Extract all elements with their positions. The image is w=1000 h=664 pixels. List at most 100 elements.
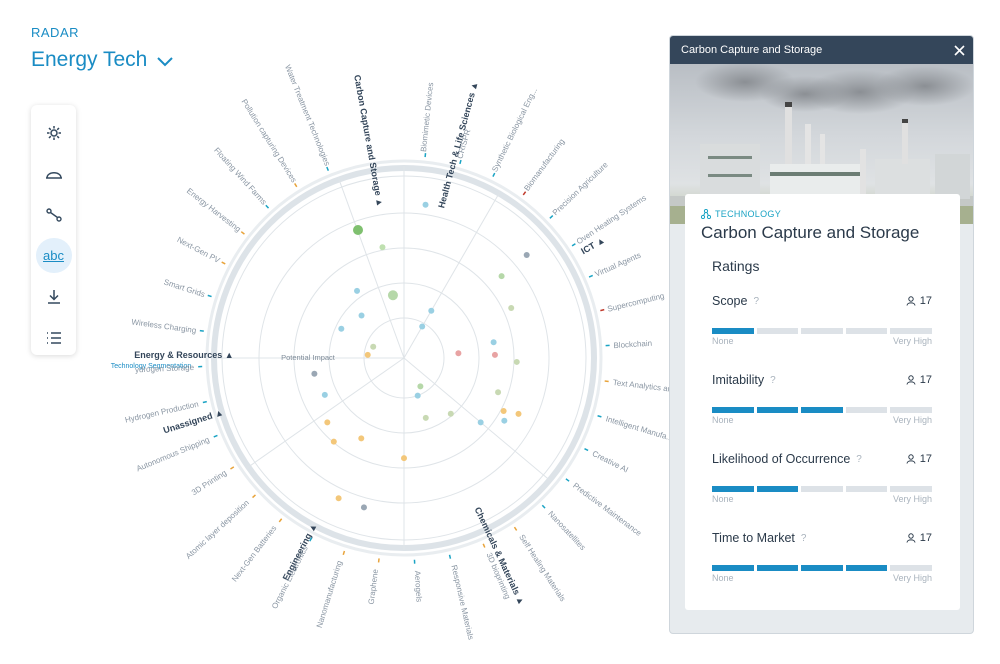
- technology-label[interactable]: Floating Wind Farms: [212, 146, 268, 207]
- selected-technology-dot[interactable]: [353, 225, 363, 235]
- rating-segment[interactable]: [890, 407, 932, 413]
- technology-label[interactable]: Smart Grids: [163, 278, 206, 300]
- rating-segment[interactable]: [845, 407, 888, 413]
- rating-segment[interactable]: [845, 486, 888, 492]
- technology-dot[interactable]: [370, 343, 377, 350]
- technology-label[interactable]: Nanosatellites: [546, 509, 587, 552]
- technology-dot[interactable]: [498, 273, 505, 280]
- technology-dot[interactable]: [330, 438, 337, 445]
- technology-dot[interactable]: [358, 312, 365, 319]
- technology-dot[interactable]: [387, 290, 398, 301]
- rating-segment[interactable]: [890, 565, 932, 571]
- technology-label[interactable]: Creative AI: [591, 449, 630, 475]
- technology-dot[interactable]: [311, 370, 318, 377]
- technology-dot[interactable]: [422, 201, 429, 208]
- technology-dot[interactable]: [335, 495, 342, 502]
- technology-dot[interactable]: [515, 410, 522, 417]
- technology-label[interactable]: Wireless Charging: [131, 317, 197, 335]
- rating-segment[interactable]: [756, 407, 799, 413]
- rating-segment[interactable]: [801, 486, 843, 492]
- technology-label[interactable]: Next-Gen PV: [176, 235, 222, 265]
- help-icon[interactable]: ?: [753, 295, 760, 307]
- rating-segment[interactable]: [801, 407, 843, 413]
- help-icon[interactable]: ?: [856, 453, 862, 465]
- technology-label[interactable]: Energy Harvesting: [185, 186, 243, 233]
- arc-view-button[interactable]: [36, 156, 72, 191]
- technology-label[interactable]: Precision Agriculture: [551, 160, 610, 217]
- settings-button[interactable]: [36, 115, 72, 150]
- technology-dot[interactable]: [321, 391, 328, 398]
- technology-dot[interactable]: [447, 410, 454, 417]
- technology-dot[interactable]: [417, 383, 424, 390]
- close-button[interactable]: [945, 36, 973, 64]
- technology-label[interactable]: Water Treatment Technologies: [283, 63, 332, 167]
- technology-label[interactable]: Biomanufacturing: [522, 137, 566, 193]
- technology-dot[interactable]: [379, 244, 386, 251]
- technology-dot[interactable]: [422, 414, 429, 421]
- rating-segment[interactable]: [845, 328, 888, 334]
- rating-segment[interactable]: [801, 328, 843, 334]
- rating-segment[interactable]: [712, 565, 754, 571]
- rating-segment[interactable]: [845, 565, 888, 571]
- technology-label[interactable]: Next-Gen Batteries: [230, 524, 278, 584]
- technology-dot[interactable]: [477, 419, 484, 426]
- rating-segment[interactable]: [890, 328, 932, 334]
- technology-label[interactable]: Blockchain: [613, 339, 652, 350]
- technology-label[interactable]: Graphene: [367, 568, 380, 605]
- technology-label[interactable]: Text Analytics and...: [612, 378, 669, 395]
- rating-bar[interactable]: [712, 328, 932, 334]
- technology-label[interactable]: Supercomputing: [606, 291, 665, 313]
- rating-bar[interactable]: [712, 407, 932, 413]
- technology-dot[interactable]: [490, 339, 497, 346]
- technology-label[interactable]: Autonomous Shipping: [135, 435, 211, 473]
- technology-dot[interactable]: [455, 350, 462, 357]
- technology-dot[interactable]: [338, 325, 345, 332]
- technology-dot[interactable]: [501, 417, 508, 424]
- technology-dot[interactable]: [401, 455, 407, 462]
- rating-segment[interactable]: [756, 328, 799, 334]
- technology-label[interactable]: Intelligent Manufa...: [605, 414, 669, 443]
- technology-label[interactable]: Synthetic Biological Eng...: [490, 86, 539, 173]
- rating-bar[interactable]: [712, 486, 932, 492]
- rating-segment[interactable]: [756, 486, 799, 492]
- technology-label[interactable]: Organic Electronics: [270, 545, 310, 611]
- rating-segment[interactable]: [756, 565, 799, 571]
- segment-label[interactable]: Carbon Capture and Storage ▲: [352, 74, 385, 208]
- labels-toggle-button[interactable]: abc: [35, 238, 72, 273]
- technology-label[interactable]: Predictive Maintenance: [571, 481, 643, 538]
- technology-dot[interactable]: [358, 435, 365, 442]
- rating-bar[interactable]: [712, 565, 932, 571]
- technology-label[interactable]: Virtual Agents: [594, 251, 643, 279]
- technology-dot[interactable]: [523, 252, 530, 259]
- technology-label[interactable]: Self Healing Materials: [517, 533, 567, 603]
- technology-dot[interactable]: [491, 351, 498, 358]
- technology-dot[interactable]: [324, 419, 331, 426]
- technology-label[interactable]: Aerogels: [413, 570, 424, 602]
- rating-segment[interactable]: [712, 486, 754, 492]
- technology-dot[interactable]: [360, 504, 367, 511]
- radar-selector[interactable]: Energy Tech: [31, 48, 174, 72]
- connections-button[interactable]: [36, 197, 72, 232]
- technology-label[interactable]: Responsive Materials: [449, 564, 475, 641]
- rating-segment[interactable]: [890, 486, 932, 492]
- technology-label[interactable]: Atomic layer deposition: [184, 498, 251, 561]
- segment-label[interactable]: Energy & Resources ▲: [134, 350, 233, 360]
- technology-label[interactable]: Biomimetic Devices: [419, 82, 435, 152]
- technology-label[interactable]: Nanomanufacturing: [315, 560, 344, 629]
- technology-label[interactable]: 3D Printing: [190, 468, 228, 497]
- rating-segment[interactable]: [712, 407, 754, 413]
- technology-dot[interactable]: [354, 287, 361, 294]
- technology-dot[interactable]: [495, 389, 502, 396]
- technology-dot[interactable]: [428, 307, 435, 314]
- technology-dot[interactable]: [513, 358, 520, 365]
- rating-segment[interactable]: [712, 328, 754, 334]
- help-icon[interactable]: ?: [770, 374, 776, 386]
- download-button[interactable]: [36, 279, 72, 314]
- help-icon[interactable]: ?: [800, 532, 807, 544]
- list-view-button[interactable]: [36, 320, 72, 355]
- technology-dot[interactable]: [414, 392, 421, 399]
- technology-dot[interactable]: [364, 351, 371, 358]
- technology-dot[interactable]: [508, 305, 515, 312]
- technology-label[interactable]: Oven Heating Systems: [575, 193, 648, 246]
- rating-segment[interactable]: [801, 565, 843, 571]
